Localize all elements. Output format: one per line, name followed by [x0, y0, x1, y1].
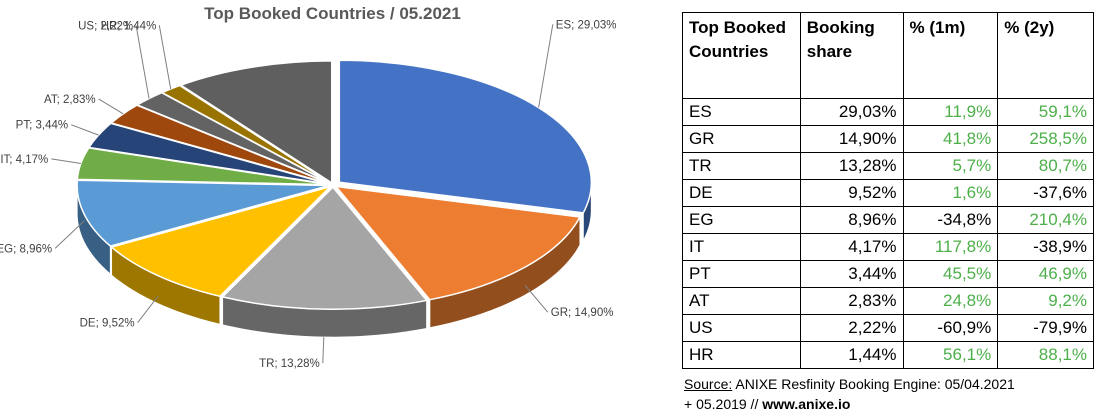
pie-leader-line [524, 285, 549, 313]
source-note: Source: ANIXE Resfinity Booking Engine: … [684, 374, 1098, 414]
pie-leader-line [322, 337, 325, 364]
chart-title: Top Booked Countries / 05.2021 [204, 4, 461, 23]
pie-leader-line [538, 24, 554, 108]
cell-country: PT [682, 260, 801, 288]
cell-change-2y: -37,6% [997, 179, 1094, 207]
cell-booking-share: 2,83% [799, 287, 904, 315]
cell-country: EG [682, 206, 801, 234]
cell-change-2y: 258,5% [997, 125, 1094, 153]
table-row: DE 9,52% 1,6% -37,6% [682, 179, 1094, 207]
pie-leader-line [135, 25, 150, 99]
cell-booking-share: 8,96% [799, 206, 904, 234]
cell-change-1m: -60,9% [902, 314, 999, 342]
cell-change-1m: 56,1% [902, 341, 999, 369]
pie-slice-other [179, 60, 333, 185]
cell-change-2y: 59,1% [997, 98, 1094, 126]
cell-change-1m: 24,8% [902, 287, 999, 315]
pie-chart-svg: ES; 29,03% GR; 14,90% TR; 13,28% DE; 9,52% E… [0, 19, 617, 370]
cell-booking-share: 13,28% [799, 152, 904, 180]
cell-booking-share: 3,44% [799, 260, 904, 288]
cell-country: GR [682, 125, 801, 153]
cell-country: DE [682, 179, 801, 207]
stats-table-container: Top Booked Countries Booking share % (1m… [682, 12, 1096, 369]
pie-data-label: TR; 13,28% [259, 358, 320, 370]
cell-change-2y: 80,7% [997, 152, 1094, 180]
table-row: AT 2,83% 24,8% 9,2% [682, 287, 1094, 315]
pie-data-label: PT; 3,44% [16, 120, 68, 132]
header-change-2y: % (2y) [997, 12, 1094, 99]
pie-data-label: GR; 14,90% [551, 307, 614, 319]
cell-change-1m: 1,6% [902, 179, 999, 207]
cell-country: TR [682, 152, 801, 180]
cell-change-1m: 5,7% [902, 152, 999, 180]
table-row: US 2,22% -60,9% -79,9% [682, 314, 1094, 342]
cell-change-2y: -79,9% [997, 314, 1094, 342]
table-row: GR 14,90% 41,8% 258,5% [682, 125, 1094, 153]
pie-slice-eg [76, 179, 330, 247]
source-label: Source: [684, 376, 733, 392]
cell-booking-share: 9,52% [799, 179, 904, 207]
cell-country: AT [682, 287, 801, 315]
cell-change-1m: 45,5% [902, 260, 999, 288]
cell-change-1m: 41,8% [902, 125, 999, 153]
cell-change-1m: 11,9% [902, 98, 999, 126]
pie-leader-line [70, 124, 99, 136]
table-row: EG 8,96% -34,8% 210,4% [682, 206, 1094, 234]
pie-leader-line [51, 158, 81, 164]
cell-booking-share: 14,90% [799, 125, 904, 153]
header-change-1m: % (1m) [902, 12, 999, 99]
table-row: ES 29,03% 11,9% 59,1% [682, 98, 1094, 126]
header-country: Top Booked Countries [682, 12, 801, 99]
pie-slice-gr [334, 185, 582, 301]
booking-stats-table: Top Booked Countries Booking share % (1m… [682, 12, 1094, 369]
pie-data-label: AT; 2,83% [44, 94, 96, 106]
cell-country: IT [682, 233, 801, 261]
pie-data-label: US; 2,22% [78, 21, 133, 33]
pie-slice-tr [221, 186, 429, 310]
cell-booking-share: 4,17% [799, 233, 904, 261]
cell-change-1m: 117,8% [902, 233, 999, 261]
cell-change-2y: 9,2% [997, 287, 1094, 315]
pie-top-layer [76, 59, 593, 310]
header-booking-share: Booking share [799, 12, 904, 99]
cell-change-1m: -34,8% [902, 206, 999, 234]
cell-booking-share: 2,22% [799, 314, 904, 342]
cell-country: HR [682, 341, 801, 369]
pie-slice-es [338, 59, 593, 214]
cell-country: US [682, 314, 801, 342]
cell-change-2y: 210,4% [997, 206, 1094, 234]
pie-leader-line [54, 220, 85, 249]
pie-data-label: HR; 1,44% [101, 20, 157, 32]
cell-change-2y: -38,9% [997, 233, 1094, 261]
table-row: PT 3,44% 45,5% 46,9% [682, 260, 1094, 288]
pie-data-label: ES; 29,03% [556, 19, 617, 31]
cell-change-2y: 46,9% [997, 260, 1094, 288]
cell-booking-share: 29,03% [799, 98, 904, 126]
pie-data-label: DE; 9,52% [80, 318, 135, 330]
pie-leader-line [98, 98, 124, 115]
pie-slice-de [109, 185, 333, 298]
pie-label-layer: ES; 29,03% GR; 14,90% TR; 13,28% DE; 9,52% E… [0, 19, 617, 370]
source-text: ANIXE Resfinity Booking Engine: 05/04.20… [732, 376, 1015, 392]
cell-booking-share: 1,44% [799, 341, 904, 369]
source-link[interactable]: www.anixe.io [762, 396, 851, 412]
table-header-row: Top Booked Countries Booking share % (1m… [682, 12, 1094, 99]
pie-leader-line [158, 25, 172, 90]
source-line2: + 05.2019 // [684, 396, 763, 412]
table-row: TR 13,28% 5,7% 80,7% [682, 152, 1094, 180]
cell-country: ES [682, 98, 801, 126]
table-row: HR 1,44% 56,1% 88,1% [682, 341, 1094, 369]
table-row: IT 4,17% 117,8% -38,9% [682, 233, 1094, 261]
cell-change-2y: 88,1% [997, 341, 1094, 369]
pie-leader-line [137, 295, 159, 324]
pie-data-label: IT; 4,17% [0, 154, 48, 166]
pie-data-label: EG; 8,96% [0, 243, 52, 255]
pie-chart: Top Booked Countries / 05.2021 ES; 29,03… [0, 4, 617, 370]
